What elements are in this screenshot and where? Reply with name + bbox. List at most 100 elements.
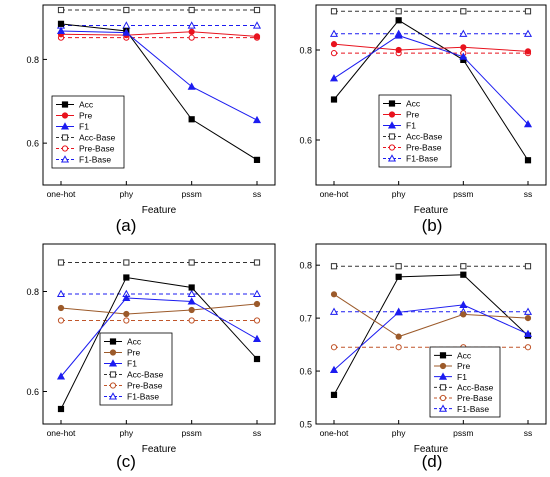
y-tick-label: 0.6	[299, 367, 312, 377]
data-point	[460, 44, 467, 51]
data-point	[122, 293, 131, 302]
legend-label: F1	[406, 121, 416, 131]
series-line-acc	[60, 276, 258, 410]
legend-marker	[109, 349, 117, 356]
data-point	[188, 284, 195, 291]
legend-box	[378, 94, 452, 168]
legend-marker	[108, 359, 118, 367]
legend-marker	[388, 111, 396, 118]
legend-label: F1-Base	[79, 155, 111, 165]
data-point	[459, 29, 468, 37]
legend-marker	[439, 362, 447, 370]
series-line-f1	[333, 35, 529, 125]
x-axis-label: Feature	[142, 205, 177, 216]
x-tick-label: pssm	[182, 428, 202, 438]
legend-marker	[109, 371, 117, 378]
series-line-acc	[333, 274, 529, 396]
data-point	[253, 355, 261, 363]
data-point	[188, 259, 195, 266]
legend-label: Pre-Base	[457, 393, 493, 403]
legend-marker	[387, 154, 397, 162]
series-acc-base	[57, 259, 261, 266]
series-f1	[56, 293, 262, 380]
data-point	[395, 263, 402, 270]
data-point	[523, 329, 533, 338]
x-tick-label: pssm	[182, 189, 202, 199]
legend-marker	[60, 155, 70, 163]
data-point	[395, 8, 402, 15]
series-pre	[330, 291, 532, 340]
data-point	[187, 297, 196, 305]
x-tick-label: one-hot	[320, 189, 349, 199]
data-point	[252, 115, 262, 124]
data-point	[394, 308, 403, 316]
data-point	[123, 274, 130, 281]
panel-label: (b)	[422, 216, 443, 235]
legend-label: Acc-Base	[457, 383, 494, 393]
data-point	[56, 26, 66, 35]
chart-panel-2: 0.6 0.8 one-hot phy pssm ss Feature AccPreF1Acc…	[299, 4, 547, 235]
data-point	[460, 311, 467, 318]
legend-label: Acc	[406, 99, 421, 109]
legend-label: F1-Base	[457, 404, 489, 414]
data-point	[460, 8, 467, 15]
data-point	[524, 8, 532, 15]
data-point	[524, 344, 532, 351]
data-point	[523, 120, 533, 128]
data-point	[188, 28, 195, 35]
x-tick-label: ss	[253, 428, 262, 438]
series-acc	[57, 274, 261, 413]
data-point	[187, 82, 196, 90]
legend-marker	[109, 338, 117, 345]
data-point	[330, 8, 338, 15]
data-point	[188, 116, 195, 123]
data-point	[253, 33, 261, 40]
x-tick-label: phy	[392, 189, 406, 199]
data-point	[253, 6, 261, 14]
data-point	[523, 29, 533, 37]
series-line-pre	[60, 31, 258, 37]
legend-marker	[108, 392, 118, 400]
legend-label: Pre	[457, 361, 471, 371]
data-point	[57, 304, 65, 312]
x-axis-label: Feature	[142, 444, 177, 455]
x-tick-label: ss	[524, 189, 533, 199]
data-point	[56, 289, 66, 298]
data-point	[459, 52, 468, 60]
data-point	[253, 300, 261, 308]
data-point	[252, 21, 262, 29]
data-point	[57, 6, 65, 14]
legend-label: Acc-Base	[406, 132, 443, 142]
data-point	[459, 300, 468, 308]
data-point	[460, 263, 467, 270]
x-tick-label: ss	[524, 428, 533, 438]
data-point	[57, 259, 65, 266]
data-point	[330, 391, 338, 398]
legend-label: Pre	[127, 348, 141, 358]
data-point	[395, 333, 402, 340]
data-point	[188, 34, 195, 41]
series-line-f1	[60, 297, 258, 377]
y-tick-label: 0.8	[26, 55, 39, 65]
series-acc-base	[57, 6, 261, 14]
series-acc-base	[330, 263, 532, 270]
legend-marker	[439, 352, 447, 359]
x-tick-label: one-hot	[47, 189, 76, 199]
data-point	[57, 20, 65, 27]
legend-label: Pre-Base	[127, 381, 163, 391]
data-point	[57, 317, 65, 324]
legend-label: Acc	[127, 337, 142, 347]
legend-marker	[387, 121, 397, 129]
y-tick-label: 0.5	[299, 420, 312, 430]
x-tick-label: pssm	[453, 189, 473, 199]
series-f1	[329, 300, 533, 374]
x-tick-label: one-hot	[47, 428, 76, 438]
legend-label: F1-Base	[406, 154, 438, 164]
chart-panel-3: 0.6 0.8 one-hot phy pssm ss Feature AccPreF1Acc…	[26, 243, 276, 471]
data-point	[187, 289, 196, 298]
legend-marker	[388, 133, 396, 140]
series-pre	[57, 300, 261, 318]
data-point	[329, 365, 339, 374]
